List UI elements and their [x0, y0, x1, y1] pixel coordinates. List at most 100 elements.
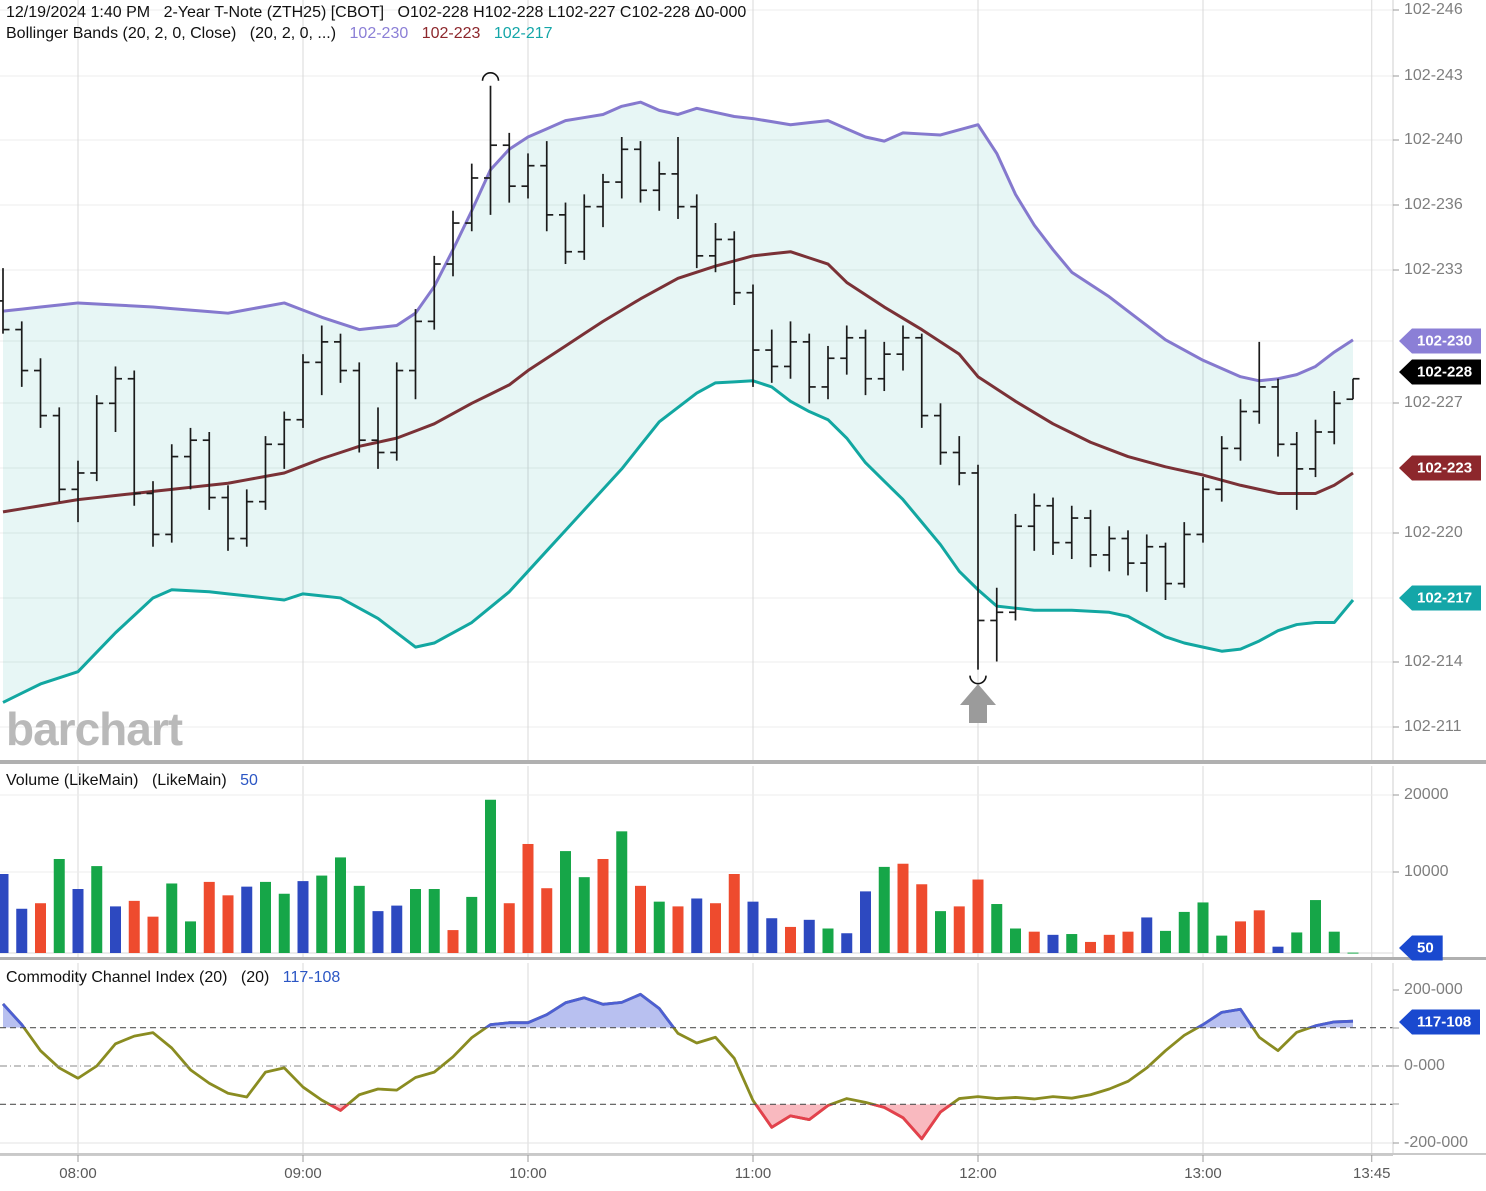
volume-header: Volume (LikeMain) (LikeMain) 50	[6, 772, 267, 790]
ohlc-bar	[690, 194, 704, 269]
band-value-badge: 102-230	[1399, 328, 1482, 354]
volume-bar	[0, 874, 9, 953]
ohlc-bar	[765, 329, 779, 383]
volume-label[interactable]: Volume (LikeMain)	[6, 772, 139, 789]
volume-bar	[1103, 934, 1115, 953]
volume-bar	[1197, 902, 1209, 953]
ohlc-bar	[1159, 542, 1172, 600]
main-price-chart-canvas[interactable]	[0, 0, 1400, 760]
axis-tick-label: 102-233	[1404, 261, 1463, 278]
ohlc-bar	[784, 321, 797, 379]
ohlc-bar	[1252, 341, 1266, 424]
volume-bar	[316, 875, 328, 953]
volume-bar	[1122, 931, 1134, 953]
volume-bar	[560, 851, 571, 953]
ohlc-bar	[840, 325, 854, 375]
ohlc-bar	[446, 210, 460, 277]
ohlc-bar	[1121, 530, 1135, 576]
ohlc-bar	[127, 370, 141, 506]
indicator-params[interactable]: (20, 2, 0, ...)	[249, 25, 337, 42]
time-axis-label: 10:00	[509, 1165, 547, 1182]
ohlc-bar	[634, 141, 647, 203]
cci-params[interactable]: (20)	[240, 969, 270, 986]
cci-chart-canvas[interactable]	[0, 963, 1400, 1155]
volume-bar	[841, 933, 853, 953]
band-value-badge: 102-223	[1399, 455, 1482, 481]
cci-line	[1, 992, 1354, 1141]
cci-value: 117-108	[282, 969, 341, 986]
barchart-watermark: barchart	[6, 703, 183, 755]
ohlc-bar	[990, 587, 1004, 662]
volume-bar	[128, 900, 140, 953]
volume-bar	[91, 866, 103, 953]
volume-chart-canvas[interactable]	[0, 766, 1400, 959]
panel-divider[interactable]	[0, 760, 1486, 764]
indicator-lower-value: 102-217	[493, 25, 553, 42]
ohlc-bar	[259, 436, 272, 510]
bollinger-upper-line	[2, 100, 1354, 383]
indicator-name[interactable]: Bollinger Bands (20, 2, 0, Close)	[6, 25, 237, 42]
volume-bar	[16, 908, 28, 953]
volume-bar	[53, 858, 65, 953]
ohlc-bar	[821, 345, 835, 400]
volume-bar	[72, 889, 84, 953]
ohlc-bar	[484, 85, 497, 215]
ohlc-bar	[409, 309, 422, 400]
volume-bar	[166, 883, 178, 953]
volume-bar	[335, 857, 346, 953]
ohlc-bar	[540, 141, 554, 232]
volume-bar	[1141, 917, 1153, 953]
panel-divider[interactable]	[0, 957, 1486, 960]
volume-bar	[185, 921, 196, 953]
quote-datetime: 12/19/2024 1:40 PM	[6, 4, 151, 21]
volume-bar	[222, 895, 234, 953]
ohlc-bar	[502, 132, 516, 203]
ohlc-bar	[896, 325, 910, 371]
ohlc-bar	[390, 362, 404, 461]
cci-label[interactable]: Commodity Channel Index (20)	[6, 969, 228, 986]
axis-tick-label: 102-236	[1404, 196, 1463, 213]
volume-bar	[803, 919, 815, 953]
ohlc-bar	[802, 333, 816, 404]
ohlc-bar	[240, 489, 254, 547]
volume-bar	[503, 903, 515, 953]
ohlc-bar	[1234, 399, 1247, 461]
volume-bar	[1047, 934, 1059, 953]
ohlc-bar	[52, 407, 66, 502]
ohlc-bar	[165, 444, 179, 543]
ohlc-bar	[1140, 534, 1154, 592]
volume-bar	[785, 926, 796, 953]
volume-bar	[991, 904, 1003, 953]
ohlc-bar	[1009, 513, 1022, 621]
volume-bar	[691, 898, 703, 953]
ohlc-bar	[146, 481, 160, 547]
time-axis-strip[interactable]	[0, 1155, 1400, 1191]
volume-bar	[541, 888, 553, 953]
ohlc-bar	[352, 362, 366, 453]
ohlc-bar	[1065, 505, 1079, 560]
volume-bar	[260, 881, 271, 953]
axis-tick-label: 0-000	[1404, 1057, 1445, 1074]
cci-header: Commodity Channel Index (20) (20) 117-10…	[6, 969, 349, 987]
time-axis-label: 08:00	[59, 1165, 97, 1182]
volume-params[interactable]: (LikeMain)	[151, 772, 227, 789]
volume-bar	[1178, 911, 1190, 953]
time-axis-label: 13:00	[1184, 1165, 1222, 1182]
ohlc-bar	[671, 137, 685, 219]
volume-bar	[1253, 910, 1265, 953]
ohlc-bar	[1102, 526, 1116, 572]
volume-bar	[35, 903, 46, 953]
ohlc-bar	[184, 427, 197, 490]
axis-tick-label: 200-000	[1404, 981, 1463, 998]
ohlc-bar	[109, 366, 122, 433]
last-price-badge: 102-228	[1399, 359, 1482, 385]
axis-tick-label: 102-240	[1404, 131, 1463, 148]
volume-bar	[410, 889, 421, 953]
ohlc-bar	[371, 407, 385, 469]
low-arc-annotation	[969, 675, 987, 685]
axis-tick-label: 102-211	[1404, 718, 1462, 735]
volume-bar	[353, 885, 365, 953]
volume-bar	[278, 893, 290, 953]
volume-bar	[1347, 952, 1359, 954]
